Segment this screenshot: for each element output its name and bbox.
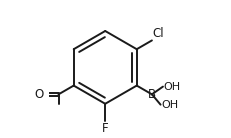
Text: O: O [35,88,44,101]
Text: Cl: Cl [152,27,164,40]
Text: OH: OH [161,100,178,110]
Text: OH: OH [163,82,180,92]
Text: F: F [101,122,108,135]
Text: B: B [147,88,155,101]
